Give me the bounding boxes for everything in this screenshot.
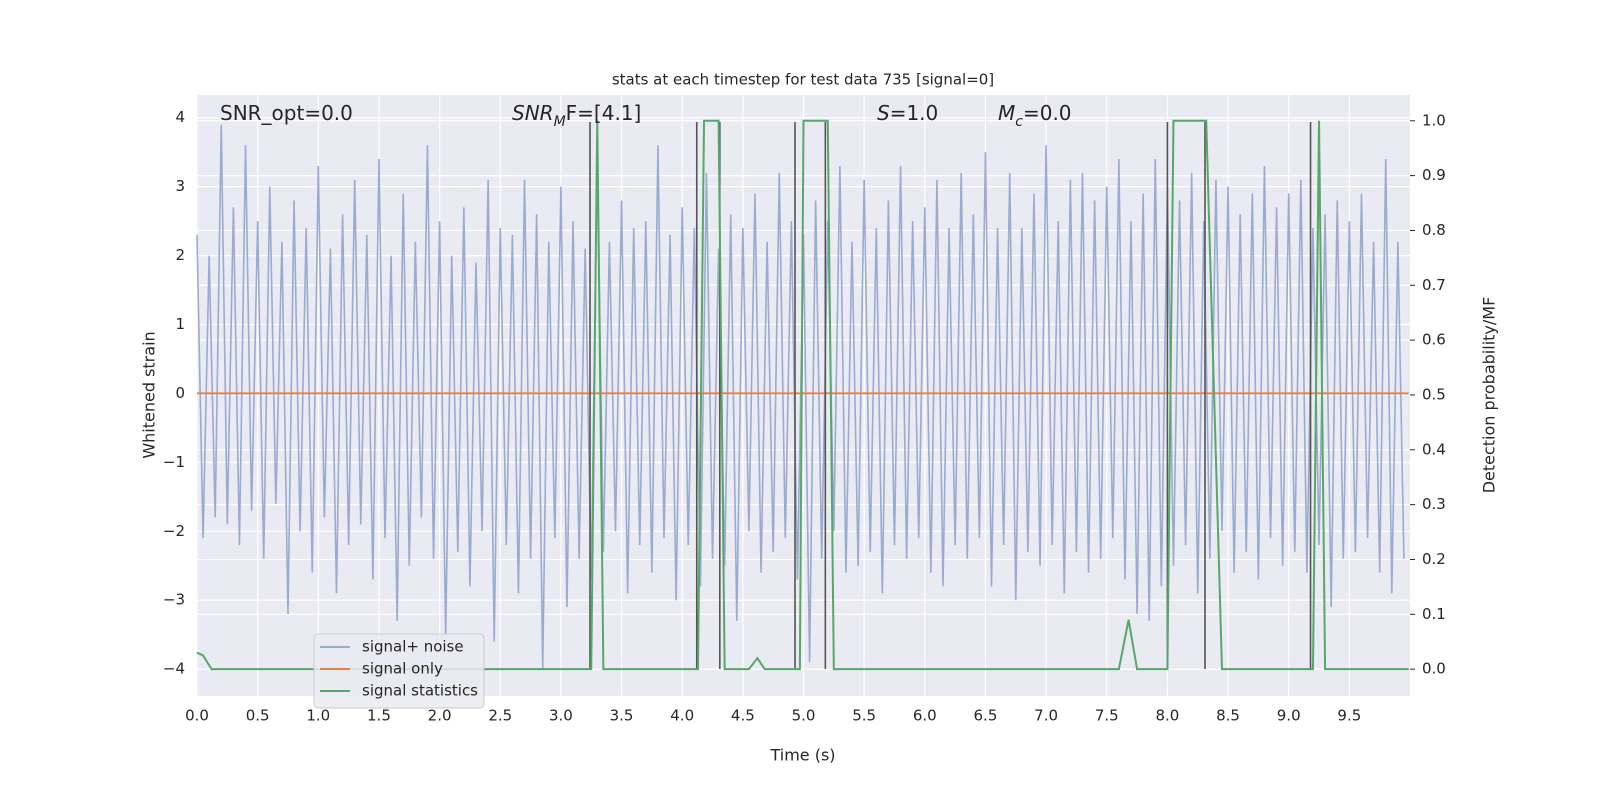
y2-tick-label: 0.3 xyxy=(1422,495,1446,513)
x-tick-label: 8.5 xyxy=(1216,707,1240,725)
y-tick-label: 2 xyxy=(175,246,185,264)
legend-label: signal statistics xyxy=(362,682,478,700)
y2-tick-label: 0.6 xyxy=(1422,331,1446,349)
x-tick-label: 2.5 xyxy=(488,707,512,725)
legend-label: signal only xyxy=(362,660,443,678)
chart-title: stats at each timestep for test data 735… xyxy=(612,71,994,89)
x-tick-label: 3.5 xyxy=(610,707,634,725)
series-line xyxy=(196,119,1409,671)
x-tick-label: 8.0 xyxy=(1155,707,1179,725)
x-tick-label: 5.5 xyxy=(852,707,876,725)
x-axis-label: Time (s) xyxy=(769,746,835,765)
annotation: SNR_opt=0.0 xyxy=(220,101,353,125)
annotation: S=1.0 xyxy=(877,101,938,125)
y2-tick-label: 0.5 xyxy=(1422,385,1446,403)
annotation-part: S xyxy=(877,101,890,125)
x-tick-label: 2.0 xyxy=(428,707,452,725)
x-tick-label: 4.0 xyxy=(670,707,694,725)
y2-tick-label: 0.4 xyxy=(1422,440,1446,458)
annotation-part: =0.0 xyxy=(1023,101,1072,125)
y2-tick-label: 0.8 xyxy=(1422,221,1446,239)
y2-tick-label: 0.7 xyxy=(1422,276,1446,294)
legend-box xyxy=(313,633,485,709)
y-tick-label: −4 xyxy=(163,660,185,678)
y2-tick-label: 0.1 xyxy=(1422,605,1446,623)
y-tick-label: 1 xyxy=(175,315,185,333)
y-tick-label: −2 xyxy=(163,522,185,540)
x-tick-label: 1.5 xyxy=(367,707,391,725)
annotation-part: =1.0 xyxy=(890,101,939,125)
y-tick-label: 0 xyxy=(175,384,185,402)
series-line xyxy=(196,124,1405,670)
y2-tick-label: 0.9 xyxy=(1422,166,1446,184)
x-tick-label: 6.5 xyxy=(974,707,998,725)
y-axis-label: Whitened strain xyxy=(140,331,159,458)
annotation-part: M xyxy=(554,114,566,130)
annotation: SNRMF=[4.1] xyxy=(512,101,641,131)
y-tick-label: 3 xyxy=(175,177,185,195)
y2-tick-label: 1.0 xyxy=(1422,111,1446,129)
legend-label: signal+ noise xyxy=(362,638,464,656)
annotation-part: SNR xyxy=(512,101,554,125)
annotation-part: M xyxy=(998,101,1015,125)
y-tick-label: 4 xyxy=(175,108,185,126)
x-tick-label: 7.0 xyxy=(1034,707,1058,725)
y2-tick-label: 0.2 xyxy=(1422,550,1446,568)
x-tick-label: 5.0 xyxy=(792,707,816,725)
x-tick-label: 7.5 xyxy=(1095,707,1119,725)
y-tick-label: −1 xyxy=(163,453,185,471)
x-tick-label: 4.5 xyxy=(731,707,755,725)
x-tick-label: 0.5 xyxy=(246,707,270,725)
annotation-part: F=[4.1] xyxy=(566,101,642,125)
x-tick-label: 9.0 xyxy=(1277,707,1301,725)
x-tick-label: 6.0 xyxy=(913,707,937,725)
x-tick-label: 9.5 xyxy=(1337,707,1361,725)
y2-tick-label: 0.0 xyxy=(1422,660,1446,678)
annotation-part: SNR_opt=0.0 xyxy=(220,101,353,125)
annotation: Mc=0.0 xyxy=(998,101,1072,131)
y-tick-label: −3 xyxy=(163,591,185,609)
x-tick-label: 3.0 xyxy=(549,707,573,725)
annotation-part: c xyxy=(1015,114,1023,130)
x-tick-label: 0.0 xyxy=(185,707,209,725)
x-tick-label: 1.0 xyxy=(306,707,330,725)
y2-axis-label: Detection probability/MF xyxy=(1480,297,1499,494)
